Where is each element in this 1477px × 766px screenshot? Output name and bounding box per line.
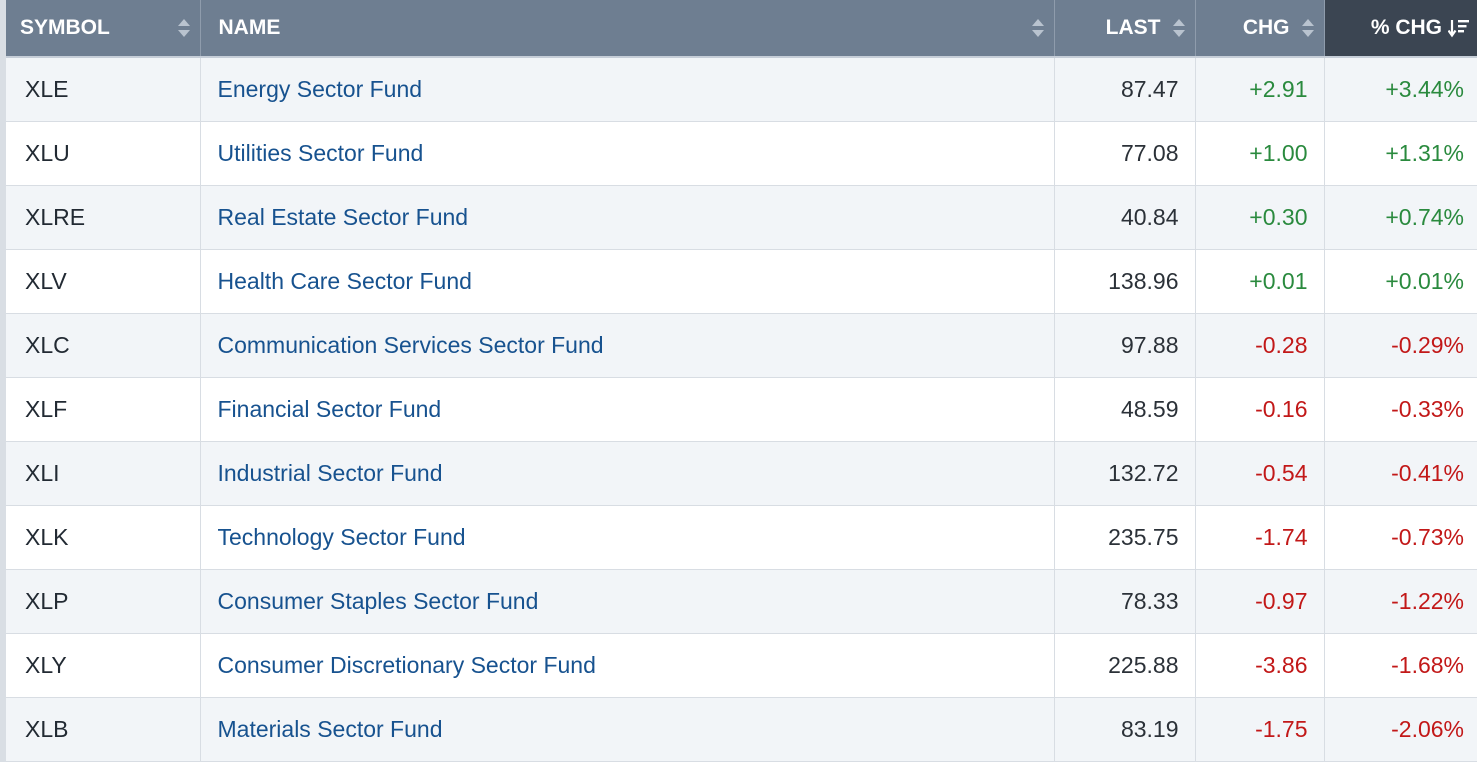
header-pct-chg[interactable]: % CHG [1323, 0, 1477, 58]
header-last[interactable]: LAST [1053, 0, 1195, 58]
table-header: SYMBOL NAME LAST CHG % CHG [0, 0, 1477, 58]
sort-icon[interactable] [1301, 18, 1314, 38]
table-row: XLP Consumer Staples Sector Fund 78.33 -… [0, 569, 1477, 634]
symbol-cell: XLRE [0, 185, 200, 250]
last-price-cell: 78.33 [1053, 569, 1195, 634]
header-chg-label: CHG [1242, 16, 1290, 39]
symbol-cell: XLP [0, 569, 200, 634]
percent-change-cell: -0.29% [1323, 313, 1477, 378]
change-cell: -0.16 [1194, 377, 1324, 442]
header-pct-chg-label: % CHG [1370, 16, 1442, 39]
header-name[interactable]: NAME [199, 0, 1054, 58]
last-price-cell: 225.88 [1053, 633, 1195, 698]
percent-change-cell: -1.22% [1323, 569, 1477, 634]
last-price-cell: 138.96 [1053, 249, 1195, 314]
fund-name-link[interactable]: Communication Services Sector Fund [199, 313, 1054, 378]
last-price-cell: 87.47 [1053, 57, 1195, 122]
last-price-cell: 83.19 [1053, 697, 1195, 762]
percent-change-cell: -2.06% [1323, 697, 1477, 762]
last-price-cell: 40.84 [1053, 185, 1195, 250]
percent-change-cell: -0.41% [1323, 441, 1477, 506]
percent-change-cell: +3.44% [1323, 57, 1477, 122]
sort-icon[interactable] [1172, 18, 1185, 38]
table-row: XLV Health Care Sector Fund 138.96 +0.01… [0, 249, 1477, 314]
table-row: XLE Energy Sector Fund 87.47 +2.91 +3.44… [0, 57, 1477, 122]
table-row: XLY Consumer Discretionary Sector Fund 2… [0, 633, 1477, 698]
header-last-label: LAST [1105, 16, 1161, 39]
table-row: XLF Financial Sector Fund 48.59 -0.16 -0… [0, 377, 1477, 442]
table-row: XLC Communication Services Sector Fund 9… [0, 313, 1477, 378]
change-cell: +1.00 [1194, 121, 1324, 186]
percent-change-cell: +0.01% [1323, 249, 1477, 314]
last-price-cell: 235.75 [1053, 505, 1195, 570]
percent-change-cell: -0.73% [1323, 505, 1477, 570]
table-row: XLU Utilities Sector Fund 77.08 +1.00 +1… [0, 121, 1477, 186]
symbol-cell: XLI [0, 441, 200, 506]
change-cell: -1.75 [1194, 697, 1324, 762]
header-name-label: NAME [218, 16, 281, 39]
percent-change-cell: +1.31% [1323, 121, 1477, 186]
fund-name-link[interactable]: Consumer Staples Sector Fund [199, 569, 1054, 634]
symbol-cell: XLV [0, 249, 200, 314]
fund-name-link[interactable]: Energy Sector Fund [199, 57, 1054, 122]
table-row: XLI Industrial Sector Fund 132.72 -0.54 … [0, 441, 1477, 506]
change-cell: -0.28 [1194, 313, 1324, 378]
symbol-cell: XLF [0, 377, 200, 442]
symbol-cell: XLY [0, 633, 200, 698]
fund-name-link[interactable]: Consumer Discretionary Sector Fund [199, 633, 1054, 698]
fund-name-link[interactable]: Utilities Sector Fund [199, 121, 1054, 186]
percent-change-cell: +0.74% [1323, 185, 1477, 250]
last-price-cell: 48.59 [1053, 377, 1195, 442]
last-price-cell: 97.88 [1053, 313, 1195, 378]
fund-name-link[interactable]: Technology Sector Fund [199, 505, 1054, 570]
header-chg[interactable]: CHG [1194, 0, 1324, 58]
percent-change-cell: -0.33% [1323, 377, 1477, 442]
table-body: XLE Energy Sector Fund 87.47 +2.91 +3.44… [0, 57, 1477, 762]
header-symbol[interactable]: SYMBOL [0, 0, 200, 58]
fund-name-link[interactable]: Industrial Sector Fund [199, 441, 1054, 506]
sort-icon[interactable] [1031, 18, 1044, 38]
change-cell: +0.01 [1194, 249, 1324, 314]
change-cell: +2.91 [1194, 57, 1324, 122]
table-row: XLB Materials Sector Fund 83.19 -1.75 -2… [0, 697, 1477, 762]
fund-name-link[interactable]: Materials Sector Fund [199, 697, 1054, 762]
fund-name-link[interactable]: Real Estate Sector Fund [199, 185, 1054, 250]
fund-name-link[interactable]: Financial Sector Fund [199, 377, 1054, 442]
change-cell: +0.30 [1194, 185, 1324, 250]
symbol-cell: XLC [0, 313, 200, 378]
last-price-cell: 132.72 [1053, 441, 1195, 506]
change-cell: -1.74 [1194, 505, 1324, 570]
sort-icon[interactable] [177, 18, 190, 38]
symbol-cell: XLE [0, 57, 200, 122]
symbol-cell: XLU [0, 121, 200, 186]
table-row: XLRE Real Estate Sector Fund 40.84 +0.30… [0, 185, 1477, 250]
fund-name-link[interactable]: Health Care Sector Fund [199, 249, 1054, 314]
header-symbol-label: SYMBOL [20, 16, 110, 39]
last-price-cell: 77.08 [1053, 121, 1195, 186]
symbol-cell: XLK [0, 505, 200, 570]
change-cell: -0.54 [1194, 441, 1324, 506]
symbol-cell: XLB [0, 697, 200, 762]
sort-descending-icon[interactable] [1448, 18, 1470, 38]
change-cell: -0.97 [1194, 569, 1324, 634]
percent-change-cell: -1.68% [1323, 633, 1477, 698]
table-row: XLK Technology Sector Fund 235.75 -1.74 … [0, 505, 1477, 570]
change-cell: -3.86 [1194, 633, 1324, 698]
